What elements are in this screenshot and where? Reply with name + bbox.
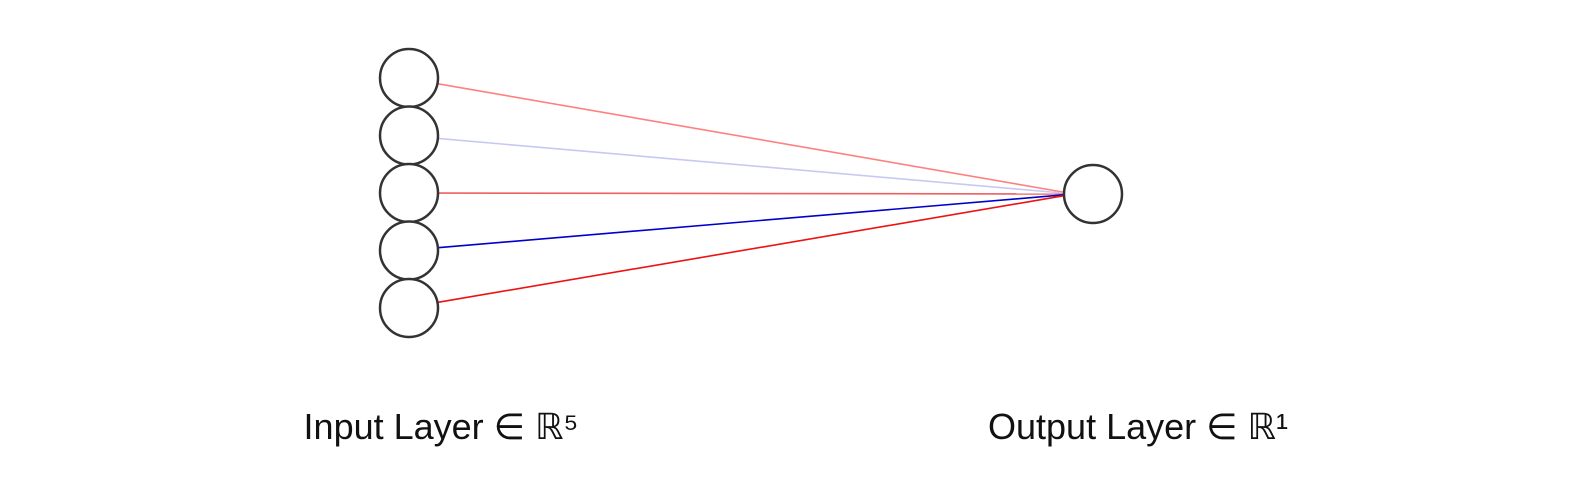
connection-5 (437, 194, 1065, 304)
connection-2 (437, 137, 1065, 194)
input-neuron-1 (378, 47, 440, 109)
input-neuron-2 (378, 105, 440, 166)
connection-1 (437, 83, 1065, 194)
input-layer-neurons (378, 47, 440, 339)
input-neuron-4 (378, 220, 440, 281)
input-neuron-5 (378, 277, 440, 339)
connections-group (437, 83, 1065, 304)
output-neuron-1 (1062, 163, 1124, 225)
connection-4 (437, 194, 1065, 249)
input-neuron-3 (378, 162, 440, 224)
input-layer-label: Input Layer ∈ ℝ⁵ (303, 406, 579, 447)
output-layer-label: Output Layer ∈ ℝ¹ (988, 406, 1288, 447)
connection-3 (437, 192, 1065, 195)
output-layer-neurons (1062, 163, 1124, 225)
